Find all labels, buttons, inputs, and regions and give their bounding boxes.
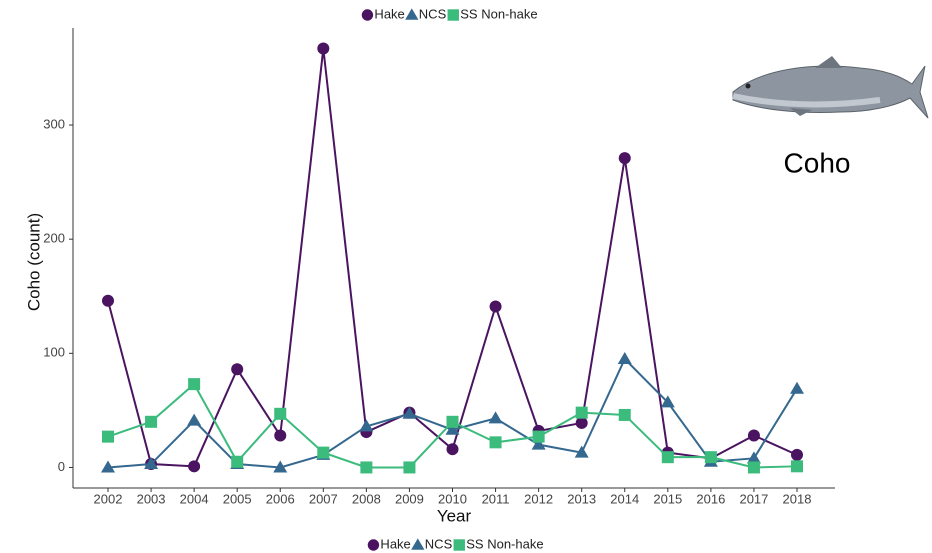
y-tick-label: 0 (58, 459, 65, 474)
point (532, 430, 545, 443)
point (102, 294, 114, 307)
legend-label: SS Non-hake (466, 536, 543, 551)
point (488, 411, 503, 424)
point (273, 460, 288, 473)
legend-marker (447, 9, 459, 21)
coho-illustration (732, 56, 929, 119)
annotation: Coho (784, 147, 851, 178)
point (489, 300, 502, 313)
point (144, 457, 159, 470)
x-tick-label: 2012 (524, 491, 553, 506)
legend-marker (405, 8, 419, 20)
point (317, 446, 330, 459)
point (489, 436, 502, 449)
x-tick-label: 2017 (739, 491, 768, 506)
x-tick-label: 2015 (653, 491, 682, 506)
point (791, 460, 803, 473)
point (617, 352, 632, 365)
point (704, 451, 717, 464)
point (101, 460, 115, 473)
legend: Hake NCS SS Non-hake (361, 6, 538, 21)
point (402, 406, 417, 419)
point (145, 415, 158, 428)
point (661, 451, 674, 464)
x-tick-label: 2005 (223, 491, 252, 506)
point (274, 429, 287, 442)
legend-label: NCS (419, 6, 447, 21)
point (231, 455, 244, 468)
legend-label: Hake (374, 6, 404, 21)
y-tick-label: 100 (43, 345, 65, 360)
legend-label: NCS (425, 536, 453, 551)
series (101, 352, 804, 473)
point (446, 415, 459, 428)
x-tick-label: 2008 (352, 491, 381, 506)
point (274, 407, 287, 420)
y-tick-label: 200 (43, 231, 65, 246)
legend-marker (411, 538, 425, 550)
point (403, 461, 416, 474)
point (747, 429, 760, 442)
x-tick-label: 2003 (137, 491, 166, 506)
point (791, 448, 803, 461)
point (618, 152, 631, 165)
x-tick-label: 2007 (309, 491, 338, 506)
point (188, 460, 201, 473)
point (445, 422, 460, 435)
point (231, 363, 244, 376)
point (359, 419, 374, 432)
x-tick-label: 2010 (438, 491, 467, 506)
point (746, 451, 761, 464)
series-line (107, 48, 798, 468)
x-tick-label: 2018 (783, 491, 812, 506)
x-tick-label: 2016 (696, 491, 725, 506)
x-tick-label: 2013 (567, 491, 596, 506)
point (747, 461, 760, 474)
legend-label: Hake (380, 536, 410, 551)
point (446, 443, 459, 456)
legend-marker (361, 9, 374, 21)
x-tick-label: 2002 (94, 491, 123, 506)
point (317, 42, 330, 55)
legend-marker (453, 539, 465, 551)
series (102, 378, 803, 474)
point (102, 430, 114, 443)
point (187, 413, 202, 426)
y-tick-label: 300 (43, 116, 65, 131)
point (618, 408, 631, 421)
legend-label: SS Non-hake (460, 6, 537, 21)
point (575, 406, 588, 419)
x-tick-label: 2004 (180, 491, 209, 506)
point (575, 416, 588, 429)
point (360, 461, 373, 474)
point (790, 381, 804, 394)
point (660, 395, 675, 408)
x-axis-label: Year (437, 506, 472, 525)
point (574, 445, 589, 458)
legend-marker (367, 539, 380, 551)
point (188, 378, 201, 391)
x-tick-label: 2009 (395, 491, 424, 506)
point (531, 437, 546, 450)
legend: Hake NCS SS Non-hake (367, 536, 544, 551)
y-axis-label: Coho (count) (24, 213, 43, 311)
x-tick-label: 2011 (482, 491, 510, 506)
x-tick-label: 2014 (610, 491, 639, 506)
x-tick-label: 2006 (266, 491, 295, 506)
